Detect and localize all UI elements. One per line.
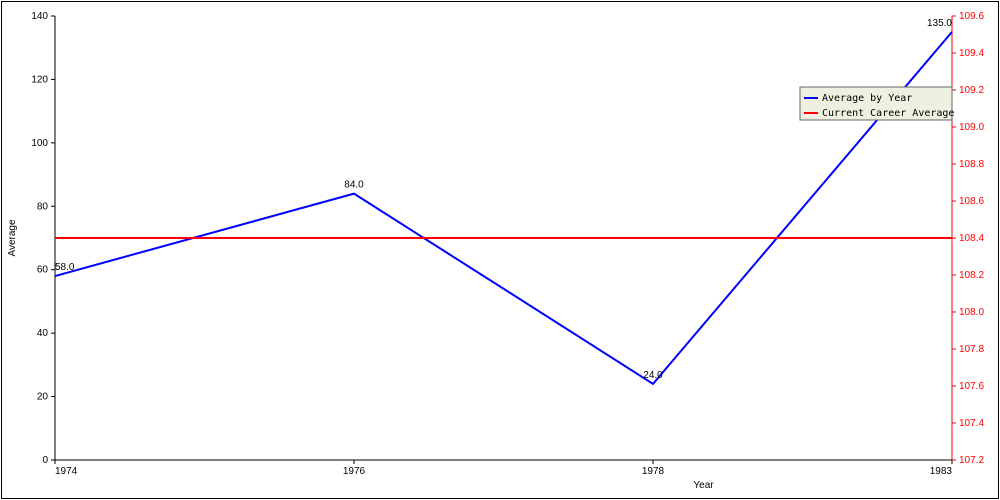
y-left-tick-label: 0 [42,455,48,466]
x-tick-label: 1974 [55,466,78,477]
y-left-tick-label: 100 [31,138,48,149]
y-left-tick-label: 80 [37,201,49,212]
y-right-tick-label: 108.0 [959,307,984,318]
data-point-label: 84.0 [344,180,364,191]
series-line [55,32,952,384]
y-right-tick-label: 108.4 [959,233,984,244]
data-point-label: 58.0 [55,262,75,273]
y-left-tick-label: 40 [37,328,49,339]
x-tick-label: 1976 [343,466,366,477]
y-left-tick-label: 140 [31,11,48,22]
y-right-tick-label: 109.4 [959,48,984,59]
y-right-tick-label: 109.2 [959,85,984,96]
y-right-tick-label: 108.8 [959,159,984,170]
chart-container: 1974 1976 1978 1983 Year 0 20 40 60 80 100 120 140 Av… [0,0,1000,500]
y-right-tick-label: 109.0 [959,122,984,133]
legend-label: Average by Year [822,93,912,104]
y-left-tick-label: 120 [31,74,48,85]
y-right-tick-label: 108.2 [959,270,984,281]
y-right-tick-label: 107.6 [959,381,984,392]
y-right-tick-label: 108.6 [959,196,984,207]
y-left-axis-title: Average [7,219,18,257]
y-right-tick-label: 107.2 [959,455,984,466]
y-left-tick-label: 20 [37,392,49,403]
y-right-tick-label: 107.4 [959,418,984,429]
x-tick-label: 1978 [642,466,665,477]
chart-svg: 1974 1976 1978 1983 Year 0 20 40 60 80 100 120 140 Av… [0,0,1000,500]
data-point-label: 24.0 [643,370,663,381]
data-point-label: 135.0 [927,18,952,29]
x-tick-label: 1983 [930,466,953,477]
x-axis-title: Year [693,480,714,491]
y-right-tick-label: 109.6 [959,11,984,22]
legend-label: Current Career Average [822,108,954,119]
y-left-tick-label: 60 [37,265,49,276]
y-right-tick-label: 107.8 [959,344,984,355]
